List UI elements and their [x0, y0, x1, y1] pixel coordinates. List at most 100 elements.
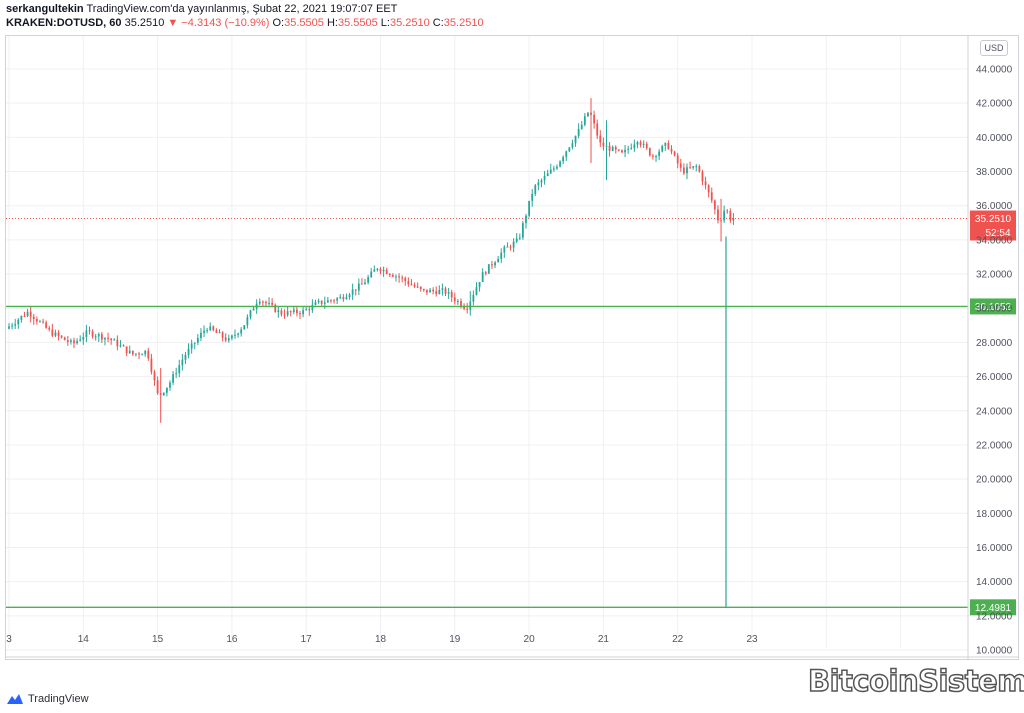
candle-body: [583, 116, 586, 125]
candle-body: [642, 143, 645, 145]
price-change: −4.3143 (−10.9%): [181, 17, 270, 29]
candle-body: [39, 321, 41, 323]
candle-body: [153, 371, 156, 381]
candle-body: [268, 302, 270, 304]
candle-body: [234, 334, 236, 336]
tradingview-brand: TradingView: [28, 693, 89, 705]
candle-body: [559, 161, 561, 167]
y-tick-label: 10.0000: [976, 646, 1013, 657]
candle-body: [249, 310, 252, 318]
candle-body: [543, 176, 546, 181]
candle-body: [97, 334, 100, 337]
candle-body: [453, 297, 456, 302]
candle-body: [280, 310, 283, 315]
candle-body: [237, 333, 239, 335]
candle-body: [704, 181, 707, 186]
candle-body: [627, 148, 630, 150]
candle-body: [593, 114, 596, 124]
candle-body: [23, 315, 26, 317]
candle-body: [215, 330, 218, 333]
candle-body: [165, 387, 168, 393]
candle-body: [296, 309, 298, 314]
candle-body: [116, 339, 119, 347]
candle-body: [661, 145, 664, 152]
y-tick-label: 16.0000: [976, 543, 1013, 554]
currency-badge[interactable]: USD: [980, 40, 1008, 56]
candle-body: [190, 343, 193, 349]
candle-body: [679, 163, 682, 168]
candle-body: [664, 142, 667, 146]
candle-body: [701, 171, 704, 182]
chart-header: serkangultekin TradingView.com'da yayınl…: [6, 2, 1016, 32]
candle-body: [113, 339, 116, 341]
candle-body: [624, 149, 626, 153]
candle-body: [323, 302, 326, 304]
author-name[interactable]: serkangultekin: [6, 3, 84, 15]
candle-body: [500, 252, 503, 259]
x-tick-label: 22: [672, 634, 684, 645]
candle-body: [243, 325, 246, 330]
x-tick-label: 16: [226, 634, 238, 645]
candle-body: [466, 308, 469, 310]
candle-body: [348, 294, 351, 298]
candle-body: [577, 128, 580, 136]
candle-body: [472, 294, 475, 302]
candle-body: [63, 337, 66, 341]
low-label: L:: [380, 17, 390, 29]
high-label: H:: [326, 17, 338, 29]
candle-body: [271, 302, 274, 305]
candle-body: [426, 289, 428, 293]
candle-body: [54, 332, 57, 336]
candle-body: [633, 144, 636, 148]
candle-body: [159, 393, 162, 395]
y-tick-label: 18.0000: [976, 509, 1013, 520]
candle-body: [726, 210, 729, 212]
candle-body: [590, 112, 592, 115]
y-tick-label: 28.0000: [976, 338, 1013, 349]
y-tick-label: 32.0000: [976, 270, 1013, 281]
candle-body: [556, 166, 558, 169]
chart-pane[interactable]: 30.1052 12.4981 35.2510 52:54 10.0000 12.000…: [5, 35, 1019, 660]
candle-body: [135, 353, 137, 355]
candle-body: [599, 135, 602, 143]
candle-body: [398, 276, 400, 278]
x-tick-label: 17: [301, 634, 313, 645]
candlestick-chart[interactable]: 30.1052 12.4981 35.2510 52:54 10.0000 12.000…: [6, 36, 1018, 659]
header-publish-line: serkangultekin TradingView.com'da yayınl…: [6, 2, 1016, 16]
candle-body: [345, 297, 348, 300]
candle-body: [617, 149, 620, 151]
candle-body: [218, 332, 221, 334]
candle-body: [707, 185, 710, 193]
candle-body: [484, 272, 487, 274]
candle-body: [385, 269, 388, 274]
candle-body: [100, 334, 103, 340]
candle-body: [162, 392, 165, 395]
candle-body: [602, 142, 605, 147]
candle-body: [51, 329, 54, 336]
current-price-tag: [970, 210, 1016, 241]
candle-body: [682, 167, 685, 174]
candles: [8, 98, 735, 423]
tradingview-logo[interactable]: TradingView: [6, 690, 89, 708]
candle-body: [494, 262, 496, 266]
candle-body: [128, 350, 131, 354]
candle-body: [14, 324, 17, 326]
down-arrow-icon: ▼: [167, 17, 179, 29]
candle-body: [221, 332, 224, 338]
candle-body: [169, 382, 171, 388]
candle-body: [107, 337, 109, 339]
candle-body: [713, 200, 716, 210]
candle-body: [104, 337, 106, 340]
candle-body: [401, 277, 404, 279]
level-price-tag: [970, 599, 1016, 616]
candle-body: [48, 327, 51, 330]
candle-body: [292, 309, 295, 313]
candle-body: [200, 332, 202, 339]
header-ohlc-line: KRAKEN:DOTUSD, 60 35.2510 ▼ −4.3143 (−10…: [6, 16, 1016, 30]
bar-countdown-label: 52:54: [985, 228, 1010, 239]
level-price-label: 30.1052: [975, 302, 1012, 313]
candle-body: [692, 166, 695, 168]
candle-body: [621, 150, 623, 153]
candle-body: [336, 298, 339, 301]
open-value: 35.5505: [284, 17, 324, 29]
